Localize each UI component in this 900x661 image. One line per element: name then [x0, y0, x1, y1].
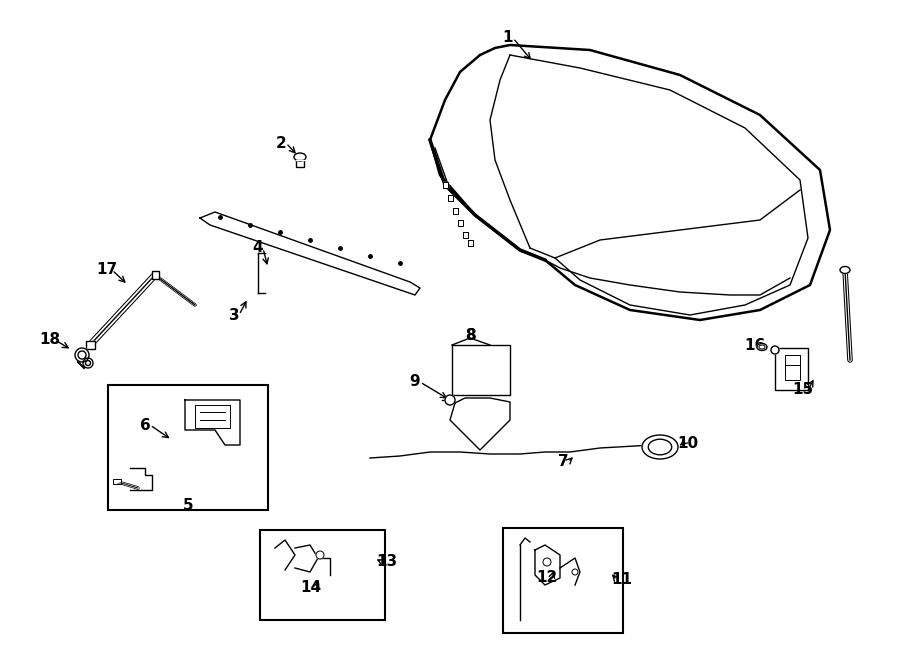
- Bar: [503, 528, 623, 633]
- Bar: [152, 271, 159, 279]
- Text: 10: 10: [678, 436, 698, 451]
- Text: 13: 13: [376, 555, 398, 570]
- Text: 12: 12: [536, 570, 558, 584]
- Ellipse shape: [642, 435, 678, 459]
- Text: 17: 17: [96, 262, 118, 278]
- Polygon shape: [468, 240, 473, 246]
- Text: 11: 11: [611, 572, 633, 588]
- Text: 3: 3: [229, 307, 239, 323]
- Text: 7: 7: [558, 455, 568, 469]
- Ellipse shape: [840, 266, 850, 274]
- Text: 5: 5: [183, 498, 194, 512]
- Circle shape: [83, 358, 93, 368]
- Polygon shape: [448, 195, 453, 201]
- Polygon shape: [775, 348, 808, 390]
- Text: 2: 2: [275, 136, 286, 151]
- Polygon shape: [463, 232, 468, 238]
- Bar: [113, 479, 121, 484]
- Polygon shape: [458, 220, 463, 226]
- Text: 4: 4: [253, 241, 264, 256]
- Text: 16: 16: [744, 338, 766, 352]
- Text: 18: 18: [40, 332, 60, 348]
- Bar: [296, 160, 304, 167]
- Bar: [108, 385, 268, 510]
- Text: 9: 9: [410, 375, 420, 389]
- Bar: [86, 341, 95, 349]
- Text: 14: 14: [301, 580, 321, 596]
- Circle shape: [572, 569, 578, 575]
- Text: 15: 15: [792, 383, 814, 397]
- Circle shape: [316, 551, 324, 559]
- Bar: [113, 477, 122, 484]
- Circle shape: [771, 346, 779, 354]
- Bar: [260, 530, 385, 620]
- Text: 6: 6: [140, 418, 150, 432]
- Bar: [296, 160, 304, 167]
- Polygon shape: [200, 212, 420, 295]
- Polygon shape: [453, 208, 458, 214]
- Polygon shape: [450, 398, 510, 450]
- Bar: [86, 341, 95, 349]
- Polygon shape: [443, 182, 448, 188]
- Text: 8: 8: [464, 327, 475, 342]
- Circle shape: [445, 395, 455, 405]
- Bar: [152, 271, 159, 279]
- Ellipse shape: [757, 344, 767, 350]
- Circle shape: [543, 558, 551, 566]
- Ellipse shape: [294, 153, 306, 161]
- Text: 1: 1: [503, 30, 513, 46]
- Circle shape: [75, 348, 89, 362]
- Text: 8: 8: [464, 327, 475, 342]
